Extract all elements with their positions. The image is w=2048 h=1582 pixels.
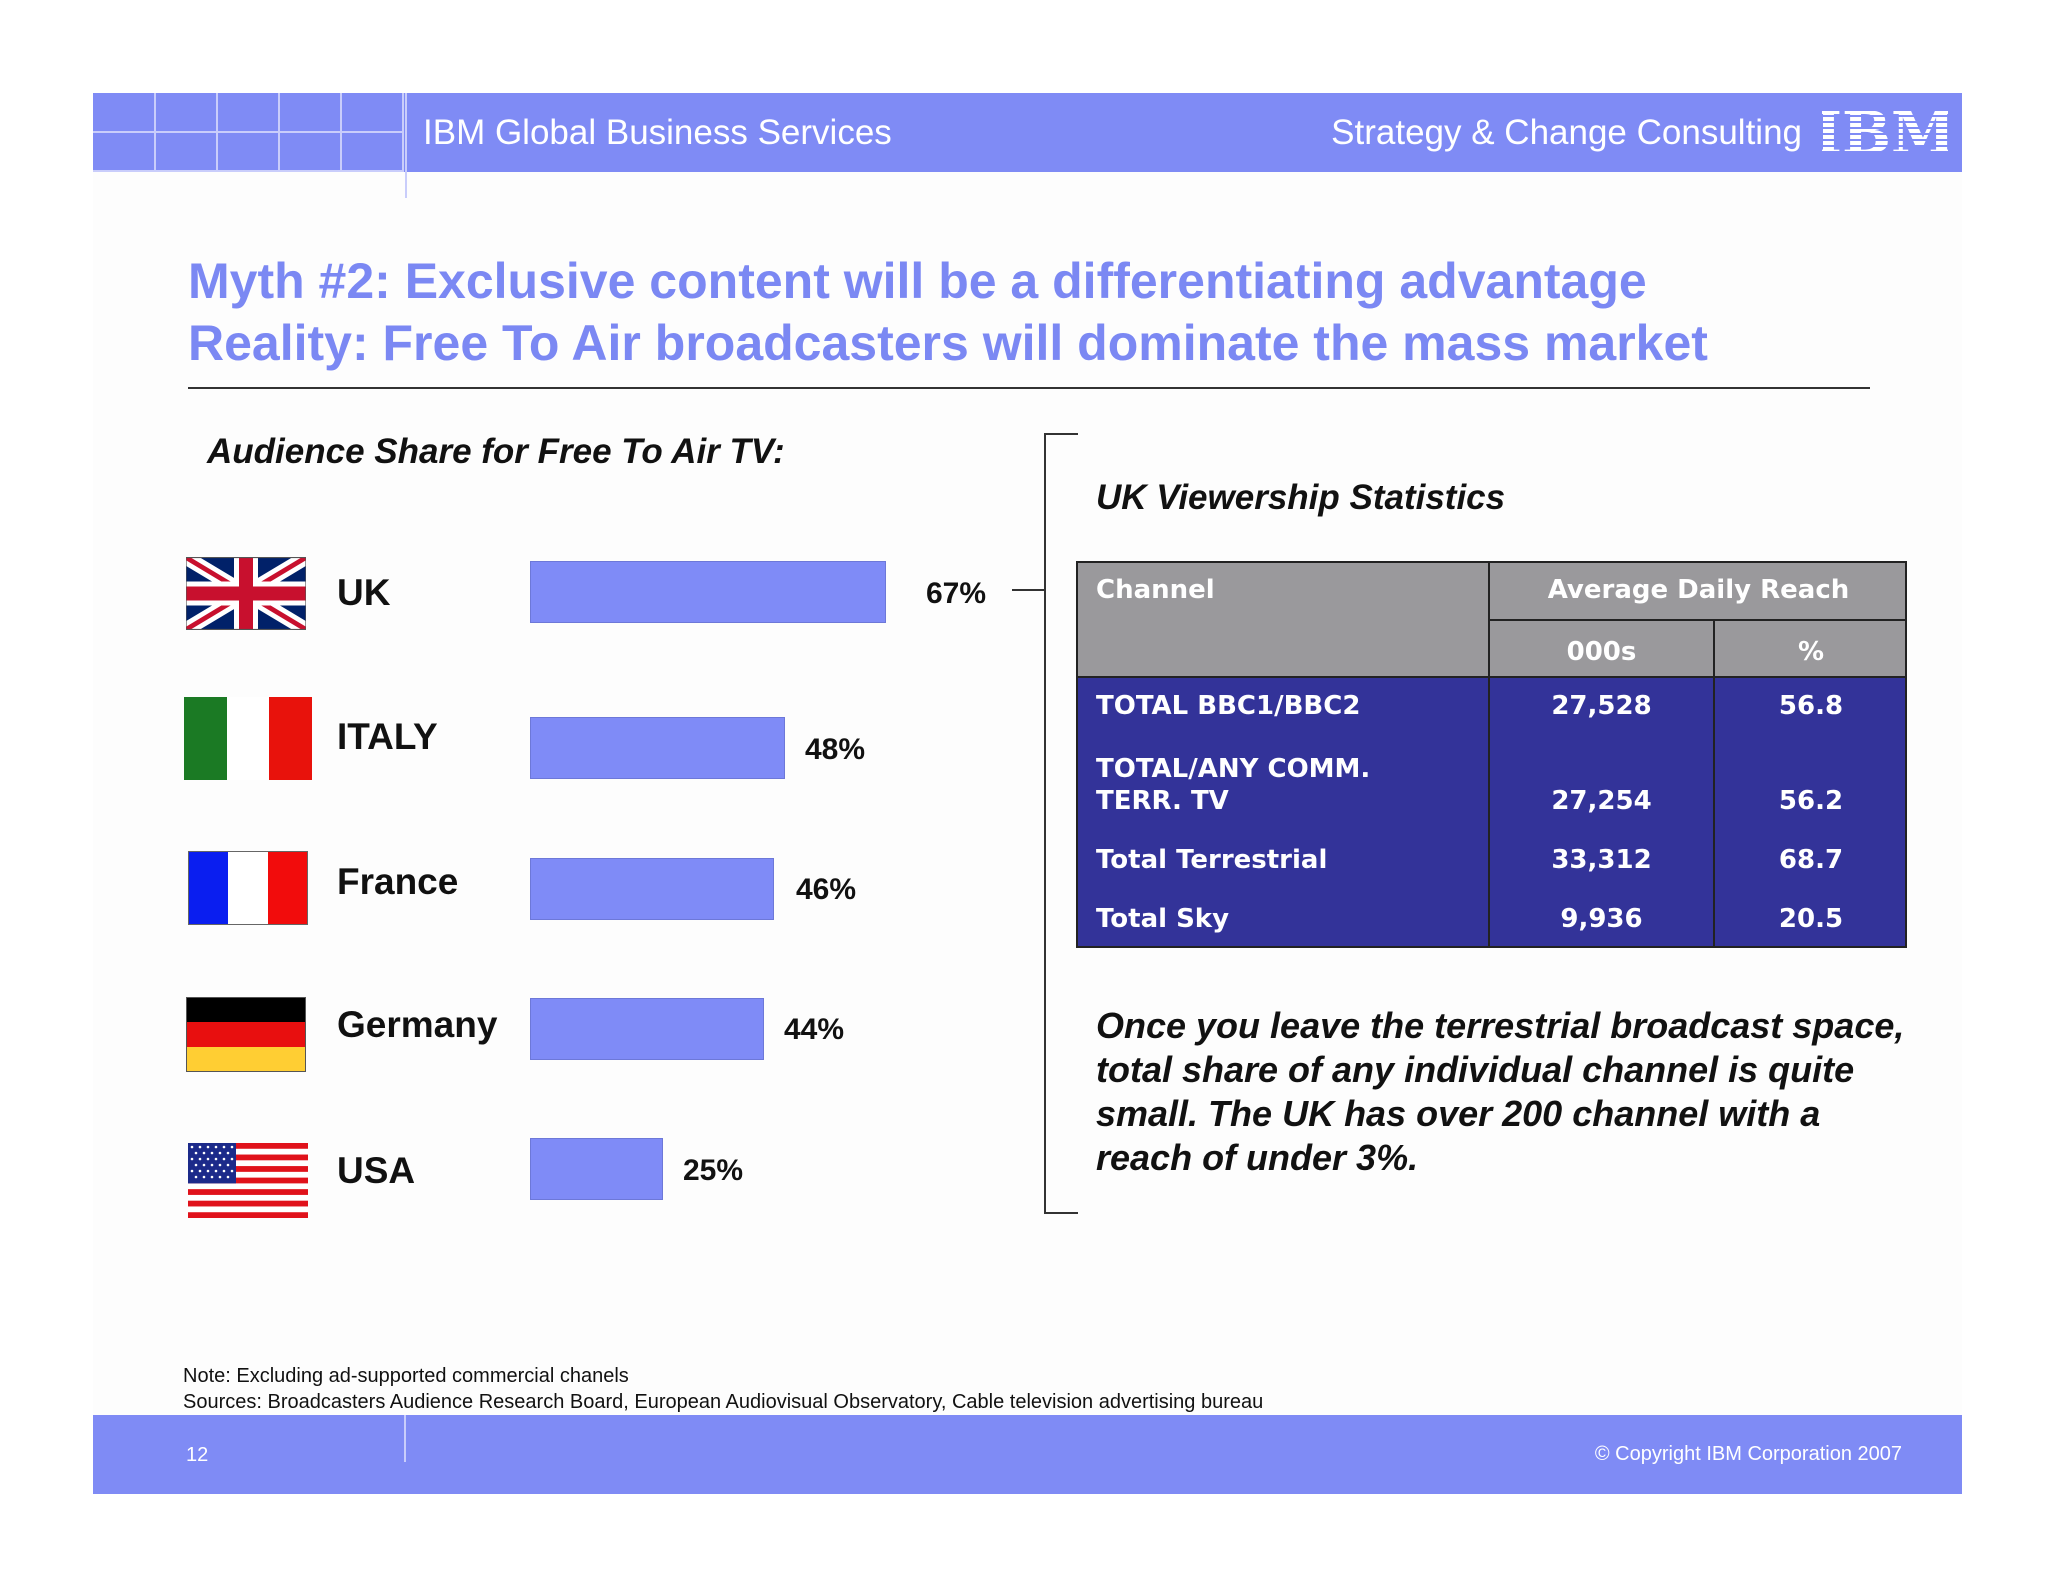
- header-channel: Channel: [1096, 575, 1215, 605]
- svg-text:IBM: IBM: [1822, 105, 1948, 159]
- table-header: Channel Average Daily Reach 000s %: [1076, 561, 1907, 680]
- slide-title-line2: Reality: Free To Air broadcasters will d…: [188, 315, 1708, 371]
- footer-divider: [404, 1415, 406, 1462]
- row-percent: 56.2: [1778, 786, 1844, 816]
- country-label-usa: USA: [337, 1150, 416, 1191]
- data-label-france: 46%: [796, 873, 857, 906]
- page-number: 12: [186, 1444, 209, 1466]
- slide-title-line1: Myth #2: Exclusive content will be a dif…: [188, 253, 1647, 309]
- germany-flag-icon: [186, 997, 306, 1072]
- footer-bar: 12 © Copyright IBM Corporation 2007: [93, 1415, 1962, 1494]
- row-percent: 20.5: [1778, 904, 1844, 934]
- header-bar: IBM Global Business Services Strategy & …: [93, 93, 1962, 198]
- bracket-bottom: [1044, 1212, 1078, 1214]
- bracket-line: [1044, 433, 1046, 1214]
- bar-italy: [530, 717, 785, 779]
- row-thousands: 27,528: [1551, 691, 1652, 721]
- country-label-italy: ITALY: [337, 716, 438, 757]
- row-percent: 56.8: [1778, 691, 1844, 721]
- header-grid-decoration: [93, 93, 404, 172]
- data-label-italy: 48%: [805, 733, 866, 766]
- row-channel: Total Sky: [1096, 904, 1230, 934]
- row-percent: 68.7: [1778, 845, 1844, 875]
- bar-uk: [530, 561, 886, 623]
- viewership-table: Channel Average Daily Reach 000s % TOTAL…: [1076, 561, 1907, 948]
- usa-flag-icon: [188, 1143, 308, 1218]
- ibm-logo-icon: IBM: [1822, 105, 1948, 159]
- header-thousands: 000s: [1566, 637, 1637, 667]
- commentary-text: Once you leave the terrestrial broadcast…: [1096, 1005, 1905, 1178]
- bracket-top: [1044, 433, 1078, 435]
- row-thousands: 9,936: [1560, 904, 1643, 934]
- notes: Note: Excluding ad-supported commercial …: [183, 1363, 1263, 1415]
- bar-france: [530, 858, 774, 920]
- title-rule: [188, 387, 1870, 389]
- header-average-daily-reach: Average Daily Reach: [1547, 575, 1850, 605]
- row-thousands: 27,254: [1551, 786, 1652, 816]
- data-label-uk: 67%: [926, 577, 987, 610]
- note-text: Note: Excluding ad-supported commercial …: [183, 1365, 629, 1387]
- row-channel: Total Terrestrial: [1096, 845, 1328, 875]
- bracket-connector: [1012, 589, 1045, 591]
- italy-flag-icon: [184, 697, 312, 780]
- country-label-germany: Germany: [337, 1004, 498, 1045]
- slide-title: Myth #2: Exclusive content will be a dif…: [188, 250, 1708, 374]
- row-channel: TOTAL/ANY COMM. TERR. TV: [1096, 754, 1371, 816]
- header-title-left: IBM Global Business Services: [423, 113, 892, 152]
- stats-title: UK Viewership Statistics: [1096, 478, 1506, 517]
- bar-usa: [530, 1138, 663, 1200]
- table-body: TOTAL BBC1/BBC2 27,528 56.8 TOTAL/ANY CO…: [1076, 678, 1907, 948]
- row-channel: TOTAL BBC1/BBC2: [1096, 691, 1361, 721]
- france-flag-icon: [188, 851, 308, 925]
- sources-text: Sources: Broadcasters Audience Research …: [183, 1391, 1264, 1413]
- row-thousands: 33,312: [1551, 845, 1652, 875]
- header-divider: [405, 93, 407, 198]
- country-label-france: France: [337, 861, 459, 902]
- copyright: © Copyright IBM Corporation 2007: [1594, 1443, 1902, 1465]
- uk-flag-icon: [186, 557, 306, 630]
- country-label-uk: UK: [337, 572, 391, 613]
- data-label-germany: 44%: [784, 1013, 845, 1046]
- chart-title: Audience Share for Free To Air TV:: [207, 432, 785, 471]
- header-percent: %: [1797, 637, 1825, 667]
- header-title-right: Strategy & Change Consulting: [1331, 113, 1802, 152]
- data-label-usa: 25%: [683, 1154, 744, 1187]
- bar-germany: [530, 998, 764, 1060]
